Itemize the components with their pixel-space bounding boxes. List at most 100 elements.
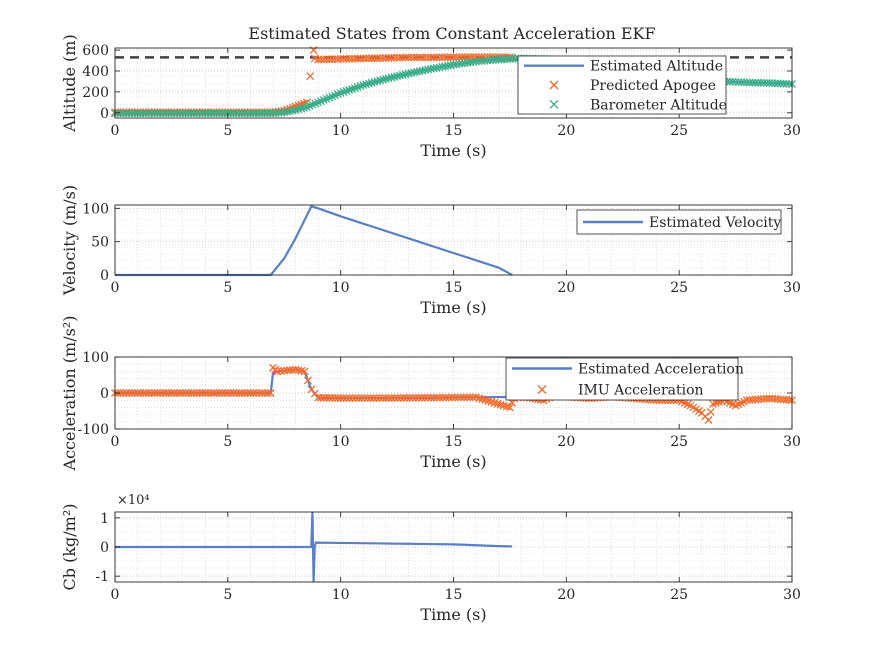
data-point [260, 109, 269, 118]
data-point [300, 103, 308, 112]
data-point [147, 389, 156, 397]
data-point [221, 389, 229, 397]
data-point [246, 109, 255, 118]
data-point [153, 109, 162, 118]
data-point [142, 109, 150, 118]
data-point [178, 389, 187, 397]
data-point [223, 389, 232, 397]
legend-swatch [549, 99, 559, 109]
data-point [156, 109, 165, 118]
data-point [429, 53, 438, 62]
x-tick-label: 5 [223, 587, 232, 603]
data-point [201, 109, 210, 118]
x-tick-label: 0 [111, 587, 120, 603]
figure-title: Estimated States from Constant Accelerat… [248, 24, 655, 43]
data-point [405, 393, 414, 402]
data-point [435, 53, 444, 62]
data-point [339, 394, 348, 402]
x-tick-label: 25 [670, 280, 688, 296]
data-point [195, 109, 204, 118]
y-axis-label: Acceleration (m/s²) [60, 316, 79, 472]
data-point [424, 53, 433, 62]
x-tick-label: 15 [445, 587, 463, 603]
data-point [404, 53, 413, 62]
data-point [235, 109, 244, 118]
y-tick-label: 50 [91, 235, 109, 251]
data-point [423, 393, 432, 402]
data-point [426, 53, 435, 62]
data-point [249, 389, 258, 397]
data-point [414, 393, 423, 402]
data-point [212, 109, 221, 118]
data-point [432, 393, 441, 402]
data-point [119, 389, 128, 397]
data-point [153, 389, 162, 397]
legend-swatch [549, 80, 559, 90]
data-point [300, 367, 309, 376]
legend: Estimated Acceleration IMU Acceleration [505, 357, 744, 401]
data-point [240, 109, 249, 118]
x-tick-label: 25 [670, 123, 688, 139]
legend-entry: Estimated Altitude [590, 59, 723, 75]
data-point [402, 393, 411, 402]
data-point [218, 389, 227, 397]
data-point [181, 109, 190, 118]
data-point [354, 394, 363, 402]
data-point [306, 72, 315, 81]
data-point [198, 389, 207, 397]
y-axis-label: Velocity (m/s) [60, 185, 79, 296]
axis-exponent: ×10⁴ [117, 493, 150, 508]
legend-entry: Barometer Altitude [590, 97, 727, 113]
y-tick-label: 100 [82, 201, 109, 217]
data-point [704, 416, 713, 424]
data-point [201, 389, 210, 397]
data-point [252, 109, 261, 118]
data-point [266, 389, 275, 397]
data-point [122, 109, 131, 118]
data-point [206, 109, 215, 118]
data-point [366, 394, 375, 402]
data-point [158, 389, 167, 397]
data-point [164, 109, 173, 118]
x-tick-label: 5 [223, 434, 232, 450]
data-point [181, 389, 190, 397]
legend: Estimated Altitude Predicted Apogee Barome… [517, 55, 727, 115]
data-point [218, 109, 227, 118]
data-point [441, 53, 449, 62]
data-point [190, 109, 198, 118]
data-point [260, 389, 269, 397]
data-point [178, 109, 187, 118]
data-point [363, 394, 372, 402]
data-point [466, 393, 475, 402]
legend-box [517, 55, 727, 115]
data-point [454, 393, 462, 402]
data-point [291, 106, 300, 115]
data-point [252, 389, 261, 397]
x-tick-label: 10 [332, 280, 350, 296]
data-point [390, 394, 399, 402]
subplot-1: 0 5 10 15 20 25 30 0 200 400 600 Time (s) Altitude (… [60, 34, 801, 160]
data-point [348, 394, 357, 402]
data-point [446, 53, 455, 62]
data-point [357, 394, 366, 402]
data-point [113, 109, 122, 118]
legend-entry: Estimated Velocity [649, 215, 781, 231]
data-point [429, 393, 438, 402]
data-point [192, 389, 201, 397]
data-point [167, 109, 176, 118]
data-point [439, 393, 447, 402]
data-point [161, 389, 170, 397]
data-point [136, 109, 145, 118]
data-point [127, 389, 136, 397]
data-point [139, 389, 148, 397]
data-point [463, 393, 471, 402]
data-point [452, 53, 461, 62]
data-point [342, 394, 351, 402]
data-point [229, 389, 238, 397]
data-point [451, 393, 459, 402]
y-tick-label: 100 [82, 350, 109, 366]
data-point [263, 109, 272, 118]
data-point [125, 109, 134, 118]
data-point [254, 109, 263, 118]
legend-entry: Predicted Apogee [590, 78, 716, 94]
